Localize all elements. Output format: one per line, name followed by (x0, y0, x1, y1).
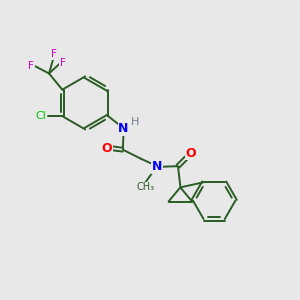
Text: H: H (130, 117, 139, 127)
Text: F: F (50, 49, 56, 59)
Text: F: F (60, 58, 66, 68)
Text: O: O (101, 142, 112, 155)
Text: F: F (28, 61, 34, 71)
Text: CH₃: CH₃ (136, 182, 154, 192)
Text: Cl: Cl (36, 111, 46, 121)
Text: O: O (186, 147, 196, 160)
Text: N: N (118, 122, 129, 135)
Text: N: N (152, 160, 162, 173)
